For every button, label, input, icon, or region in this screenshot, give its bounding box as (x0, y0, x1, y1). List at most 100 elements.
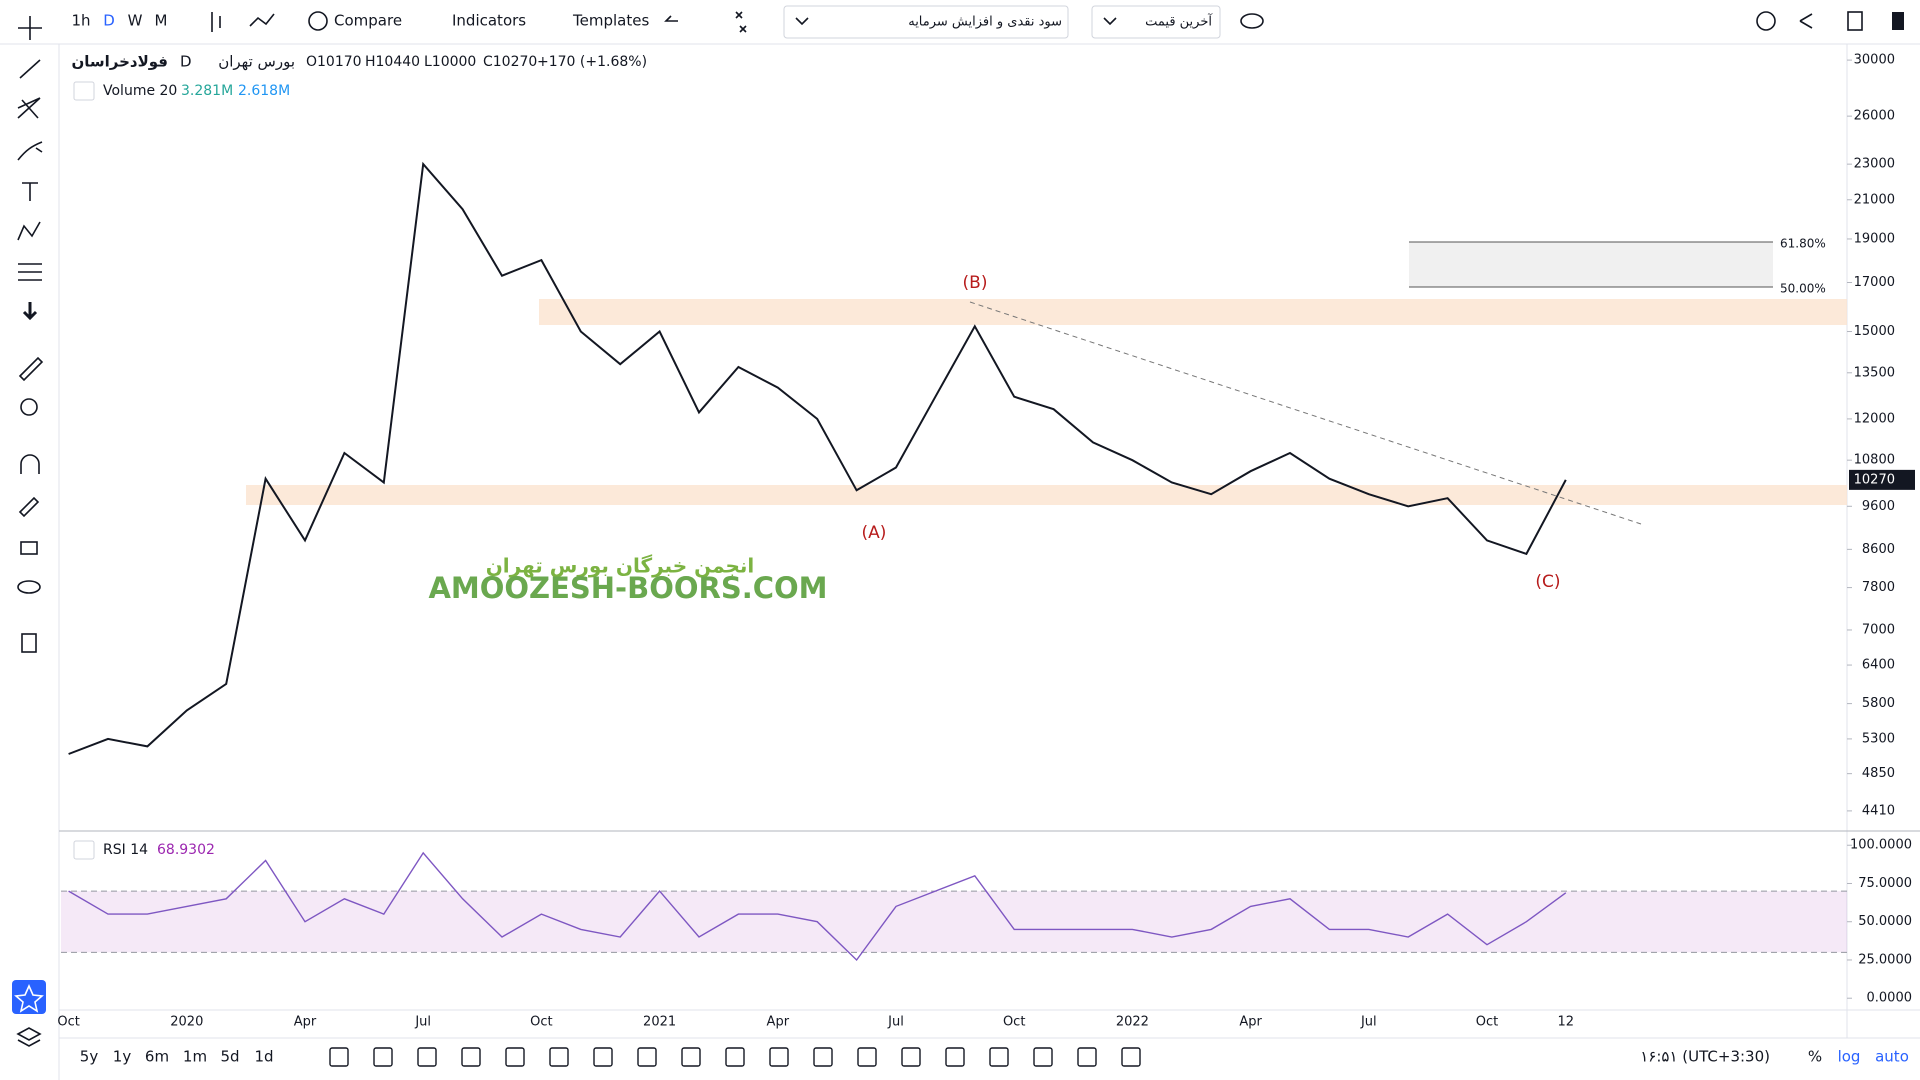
chart-type-icon[interactable] (211, 12, 275, 32)
settings-icon[interactable] (1756, 11, 1776, 31)
y-tick-label: 5300 (1862, 731, 1895, 746)
magnet-tool[interactable] (20, 454, 40, 474)
interval-button[interactable]: D (103, 12, 115, 30)
brush-tool[interactable] (17, 141, 43, 161)
drawing-tool-icon[interactable] (373, 1047, 393, 1067)
drawing-tool-icon[interactable] (593, 1047, 613, 1067)
series-line (68, 851, 1567, 962)
y-tick-label: 8600 (1862, 542, 1895, 557)
visibility-tool[interactable] (17, 580, 41, 594)
range-button[interactable]: 1y (113, 1048, 132, 1066)
drawing-tool-icon[interactable] (461, 1047, 481, 1067)
range-button[interactable]: 1d (254, 1048, 273, 1066)
resistance-zone (539, 299, 1847, 325)
x-tick-label: Oct (1003, 1015, 1025, 1030)
volume-value: 2.618M (238, 83, 290, 99)
eye-icon[interactable] (1240, 13, 1264, 29)
watermark-url: AMOOZESH-BOORS.COM (428, 571, 827, 605)
annotation: (B) (963, 273, 988, 293)
volume-value: 3.281M (181, 83, 233, 99)
trendline-tool[interactable] (19, 59, 41, 79)
range-button[interactable]: 1m (183, 1048, 207, 1066)
dropdown[interactable] (783, 5, 1069, 39)
watchlist-button[interactable] (12, 980, 46, 1014)
y-tick-label: 10800 (1854, 453, 1895, 468)
drawing-tool-icon[interactable] (1033, 1047, 1053, 1067)
toolbar-button[interactable]: Templates (572, 12, 649, 30)
drawing-tool-icon[interactable] (505, 1047, 525, 1067)
drawing-tool-icon[interactable] (1077, 1047, 1097, 1067)
y-tick-label: 23000 (1854, 157, 1895, 172)
exchange: بورس تهران (218, 53, 295, 71)
toolbar-button[interactable]: Compare (334, 12, 402, 30)
last-price-label: 10270 (1854, 472, 1895, 487)
y-tick-label: 21000 (1854, 192, 1895, 207)
text-tool[interactable] (22, 182, 38, 201)
trend-line (969, 301, 1642, 525)
drawing-tool-icon[interactable] (769, 1047, 789, 1067)
undo-fullscreen[interactable] (664, 11, 747, 33)
delete-tool[interactable] (21, 633, 37, 653)
drawing-tool-icon[interactable] (725, 1047, 745, 1067)
interval-button[interactable]: 1h (71, 12, 90, 30)
series-line (68, 161, 1567, 755)
dropdown-arrow (795, 17, 1117, 26)
drawing-tool-icon[interactable] (549, 1047, 569, 1067)
layers-icon[interactable] (16, 1027, 42, 1047)
scale-button[interactable]: % (1808, 1048, 1822, 1066)
drawing-tool-icon[interactable] (945, 1047, 965, 1067)
scale-button[interactable]: log (1838, 1048, 1861, 1066)
drawing-tool-icon[interactable] (417, 1047, 437, 1067)
interval-button[interactable]: W (128, 12, 143, 30)
snapshot-icon[interactable] (1847, 11, 1863, 31)
drawing-tool-icon[interactable] (681, 1047, 701, 1067)
bottom-toolbar: 5y 1y 6m 1m 5d 1d ۱۶:۵۱ (UTC+3:30)% log auto (80, 1047, 1909, 1067)
y-tick-label: 7000 (1862, 622, 1895, 637)
left-toolbar (12, 16, 46, 1047)
fib-tool[interactable] (17, 97, 41, 119)
symbol-name: فولادخراسان (71, 53, 168, 71)
dropdown-label[interactable]: آخرین قیمت (1145, 13, 1213, 30)
interval: D (180, 53, 192, 71)
y-tick-label: 5800 (1862, 696, 1895, 711)
drawing-tool-icon[interactable] (637, 1047, 657, 1067)
x-tick-label: Jul (1360, 1015, 1377, 1030)
y-tick-label: 0.0000 (1867, 991, 1913, 1006)
x-tick-label: Apr (1239, 1015, 1262, 1030)
pattern-tool[interactable] (17, 221, 41, 241)
range-button[interactable]: 6m (145, 1048, 169, 1066)
x-tick-label: 2021 (643, 1015, 676, 1030)
trash-icon[interactable] (1892, 12, 1904, 30)
ruler-tool[interactable] (18, 356, 44, 382)
dropdown[interactable] (1091, 5, 1221, 39)
scale-button[interactable]: auto (1875, 1048, 1909, 1066)
toolbar-button[interactable]: Indicators (452, 12, 526, 30)
zoom-tool[interactable] (20, 398, 38, 416)
lock-draw-tool[interactable] (18, 496, 40, 518)
dropdown-label[interactable]: سود نقدی و افزایش سرمایه (908, 15, 1062, 30)
prediction-tool[interactable] (18, 263, 42, 281)
crosshair-tool[interactable] (18, 16, 42, 40)
share-icon[interactable] (1799, 13, 1813, 29)
range-button[interactable]: 5d (220, 1048, 239, 1066)
y-tick-label: 4850 (1862, 766, 1895, 781)
drawing-tool-icon[interactable] (329, 1047, 349, 1067)
x-tick-label: Jul (887, 1015, 904, 1030)
ohlc-value: C10270 (483, 54, 537, 70)
interval-button[interactable]: M (155, 12, 168, 30)
plot-area: 30000 26000 23000 21000 19000 17000 15000 13500… (57, 53, 1915, 1030)
drawing-tool-icon[interactable] (989, 1047, 1009, 1067)
range-button[interactable]: 5y (80, 1048, 99, 1066)
annotation: 61.80% (1780, 237, 1826, 251)
drawing-tool-icon[interactable] (857, 1047, 877, 1067)
collapse-button[interactable] (73, 81, 95, 101)
drawing-tool-icon[interactable] (1121, 1047, 1141, 1067)
x-tick-label: Oct (1476, 1015, 1498, 1030)
drawing-tool-icon[interactable] (813, 1047, 833, 1067)
more-tools[interactable] (22, 302, 38, 321)
drawing-tool-icon[interactable] (901, 1047, 921, 1067)
collapse-button[interactable] (73, 840, 95, 860)
lock-tool[interactable] (20, 541, 38, 555)
